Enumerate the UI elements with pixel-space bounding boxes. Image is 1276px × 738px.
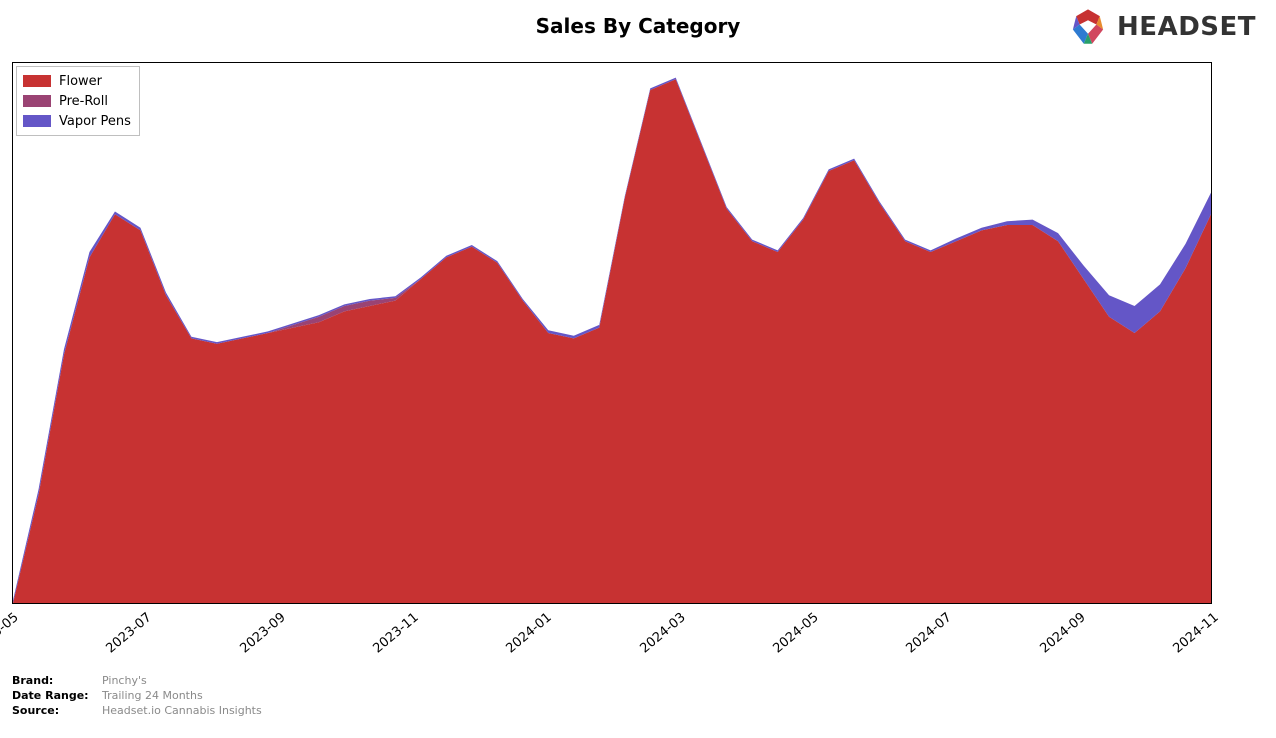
footer-key: Brand: bbox=[12, 674, 102, 687]
legend-swatch bbox=[23, 115, 51, 127]
x-tick-label: 2024-07 bbox=[904, 610, 955, 656]
brand-logo: HEADSET bbox=[1067, 6, 1256, 48]
legend-swatch bbox=[23, 75, 51, 87]
x-tick-label: 2024-01 bbox=[504, 610, 555, 656]
legend-item: Flower bbox=[23, 71, 131, 91]
x-tick-label: 2024-03 bbox=[637, 610, 688, 656]
x-tick-label: 2023-05 bbox=[0, 610, 22, 656]
area-chart-svg bbox=[13, 63, 1211, 603]
footer-row: Brand:Pinchy's bbox=[12, 674, 262, 689]
x-tick-label: 2023-07 bbox=[104, 610, 155, 656]
x-tick-label: 2024-09 bbox=[1037, 610, 1088, 656]
legend-label: Vapor Pens bbox=[59, 114, 131, 129]
legend-item: Vapor Pens bbox=[23, 111, 131, 131]
footer-value: Trailing 24 Months bbox=[102, 689, 203, 702]
footer-row: Source:Headset.io Cannabis Insights bbox=[12, 704, 262, 719]
footer-value: Pinchy's bbox=[102, 674, 147, 687]
headset-logo-icon bbox=[1067, 6, 1109, 48]
legend-item: Pre-Roll bbox=[23, 91, 131, 111]
legend-label: Flower bbox=[59, 74, 102, 89]
chart-footer: Brand:Pinchy'sDate Range:Trailing 24 Mon… bbox=[12, 674, 262, 719]
footer-row: Date Range:Trailing 24 Months bbox=[12, 689, 262, 704]
brand-logo-text: HEADSET bbox=[1117, 12, 1256, 42]
chart-legend: Flower Pre-Roll Vapor Pens bbox=[16, 66, 140, 136]
x-tick-label: 2024-05 bbox=[770, 610, 821, 656]
x-tick-label: 2023-09 bbox=[237, 610, 288, 656]
footer-value: Headset.io Cannabis Insights bbox=[102, 704, 262, 717]
x-tick-label: 2024-11 bbox=[1170, 610, 1221, 656]
footer-key: Source: bbox=[12, 704, 102, 717]
area-series-flower bbox=[13, 79, 1211, 603]
chart-container: { "canvas": { "width": 1276, "height": 7… bbox=[0, 0, 1276, 738]
x-tick-label: 2023-11 bbox=[370, 610, 421, 656]
plot-area: Flower Pre-Roll Vapor Pens bbox=[12, 62, 1212, 604]
legend-label: Pre-Roll bbox=[59, 94, 108, 109]
legend-swatch bbox=[23, 95, 51, 107]
footer-key: Date Range: bbox=[12, 689, 102, 702]
